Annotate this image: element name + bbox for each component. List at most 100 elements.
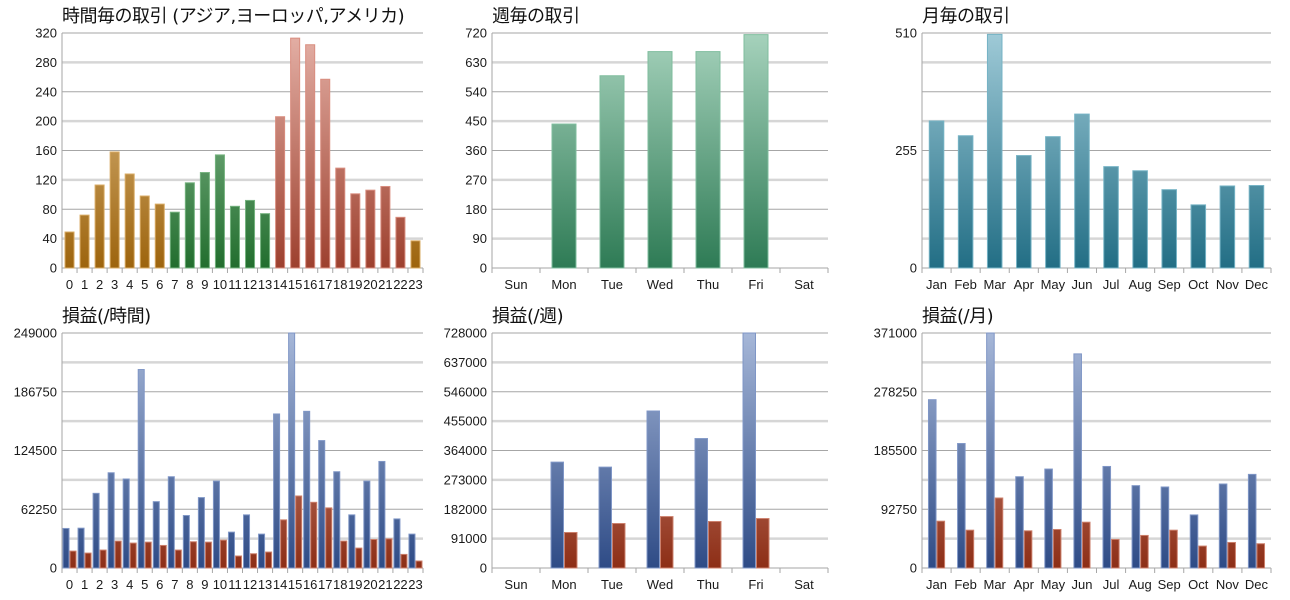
chart-weekly-trades: 週毎の取引 0 90 180 270 360 450 540 630 720 Sun Mon Tue W… <box>430 0 860 300</box>
bar-loss-15 <box>295 495 303 569</box>
y-tick-label: 240 <box>35 84 57 99</box>
bar-trades-Nov <box>1219 185 1236 269</box>
x-tick-label: Apr <box>1014 277 1035 292</box>
bar-loss-20 <box>370 538 378 569</box>
x-tick-label: 2 <box>96 277 103 292</box>
y-tick-label: 91000 <box>451 531 487 546</box>
bar-loss-23 <box>415 560 423 569</box>
chart-title: 時間毎の取引 (アジア,ヨーロッパ,アメリカ) <box>62 6 405 27</box>
bar-profit-12 <box>243 514 251 569</box>
y-tick-label: 200 <box>35 114 57 129</box>
y-tick-label: 728000 <box>444 326 487 341</box>
x-tick-label: 17 <box>318 277 332 292</box>
bar-profit-Apr <box>1015 476 1024 569</box>
x-tick-label: 14 <box>273 577 287 592</box>
x-tick-label: Feb <box>954 277 976 292</box>
x-tick-label: 7 <box>171 277 178 292</box>
x-tick-label: 4 <box>126 277 133 292</box>
x-tick-label: 2 <box>96 577 103 592</box>
bar-profit-21 <box>378 460 386 569</box>
x-tick-label: Sun <box>504 277 527 292</box>
y-tick-label: 180 <box>465 202 487 217</box>
chart-hourly-trades: 時間毎の取引 (アジア,ヨーロッパ,アメリカ) 0 40 80 120 160 200 24… <box>0 0 430 300</box>
bar-loss-Fri <box>756 518 770 569</box>
bar-profit-Feb <box>957 443 966 569</box>
x-tick-label: Sat <box>794 577 814 592</box>
x-tick-label: 15 <box>288 277 302 292</box>
y-tick-label: 0 <box>910 561 917 576</box>
y-tick-label: 0 <box>50 261 57 276</box>
bar-loss-10 <box>219 539 227 569</box>
x-tick-label: Sat <box>794 277 814 292</box>
bar-loss-Jan <box>936 520 946 569</box>
bar-profit-Aug <box>1131 485 1141 569</box>
bar-loss-Thu <box>708 521 722 569</box>
y-tick-label: 371000 <box>874 326 917 341</box>
x-tick-label: 10 <box>213 577 227 592</box>
x-tick-label: 4 <box>126 577 133 592</box>
x-tick-label: Jan <box>926 277 947 292</box>
y-tick-label: 546000 <box>444 384 487 399</box>
x-tick-label: Nov <box>1216 577 1240 592</box>
x-tick-label: Aug <box>1129 577 1152 592</box>
x-tick-label: Wed <box>647 577 674 592</box>
y-tick-label: 160 <box>35 143 57 158</box>
x-tick-label: 22 <box>393 577 407 592</box>
y-tick-label: 630 <box>465 55 487 70</box>
x-tick-label: 7 <box>171 577 178 592</box>
bar-loss-Tue <box>612 523 626 569</box>
x-tick-label: 13 <box>258 577 272 592</box>
bar-loss-22 <box>400 553 408 569</box>
bar-profit-4 <box>122 478 130 569</box>
y-tick-label: 186750 <box>14 384 57 399</box>
chart-plot: 0 90 180 270 360 450 540 630 720 Sun Mon Tue Wed Thu F… <box>465 26 829 292</box>
chart-title: 週毎の取引 <box>492 6 580 27</box>
x-tick-label: 21 <box>378 577 392 592</box>
bar-trades-Thu <box>695 51 721 269</box>
bar-loss-21 <box>385 538 393 569</box>
bar-trades-10 <box>214 154 225 269</box>
bar-trades-1 <box>79 214 90 269</box>
bar-trades-17 <box>320 78 331 269</box>
x-tick-label: 18 <box>333 277 347 292</box>
bar-profit-22 <box>393 518 401 569</box>
bar-profit-Wed <box>646 410 661 569</box>
x-tick-label: 13 <box>258 277 272 292</box>
x-tick-label: Mar <box>984 577 1007 592</box>
x-tick-label: Apr <box>1014 577 1035 592</box>
x-tick-label: Sep <box>1158 277 1181 292</box>
bar-loss-0 <box>69 550 77 569</box>
x-tick-label: 8 <box>186 577 193 592</box>
bar-loss-Dec <box>1256 543 1266 569</box>
y-tick-label: 510 <box>895 26 917 41</box>
x-tick-label: 17 <box>318 577 332 592</box>
bar-loss-3 <box>114 540 122 569</box>
y-tick-label: 278250 <box>874 384 917 399</box>
bar-trades-Fri <box>743 34 769 269</box>
bar-trades-7 <box>169 211 180 269</box>
x-tick-label: Mon <box>551 577 576 592</box>
bar-loss-May <box>1052 528 1062 569</box>
bar-trades-4 <box>124 173 135 269</box>
bar-trades-3 <box>109 151 120 269</box>
x-tick-label: 6 <box>156 277 163 292</box>
bar-loss-7 <box>174 549 182 569</box>
x-tick-label: 12 <box>243 277 257 292</box>
bar-loss-5 <box>144 541 152 569</box>
x-tick-label: 12 <box>243 577 257 592</box>
bar-trades-Jun <box>1074 113 1090 269</box>
y-tick-label: 280 <box>35 55 57 70</box>
bar-trades-Jan <box>928 120 945 269</box>
bar-trades-23 <box>410 240 421 269</box>
y-tick-label: 120 <box>35 172 57 187</box>
bar-loss-Jun <box>1081 521 1091 569</box>
bar-profit-9 <box>197 497 205 569</box>
x-tick-label: Oct <box>1188 577 1209 592</box>
x-tick-label: 0 <box>66 277 73 292</box>
x-tick-label: May <box>1041 277 1066 292</box>
bar-loss-Mar <box>994 497 1004 569</box>
x-tick-label: 23 <box>408 577 422 592</box>
bar-trades-Mon <box>551 123 577 269</box>
x-tick-label: Nov <box>1216 277 1240 292</box>
